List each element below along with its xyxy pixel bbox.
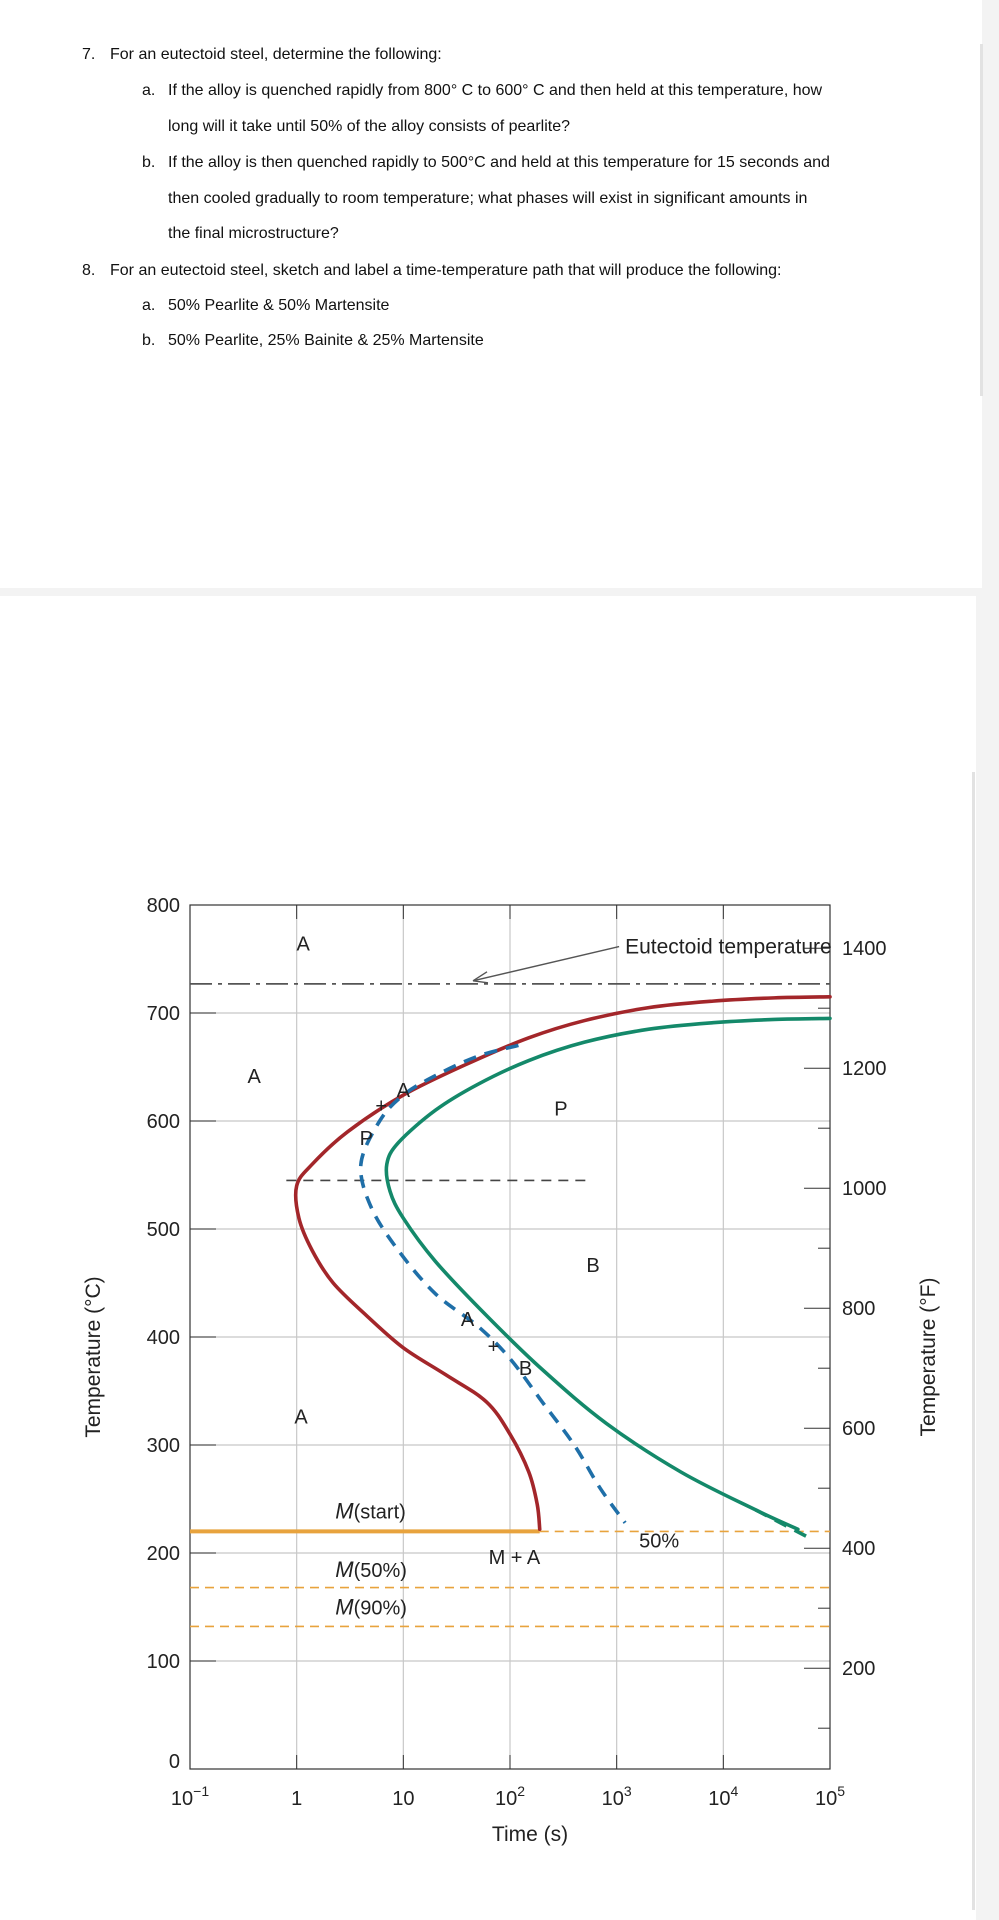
question-7a-line-2: long will it take until 50% of the alloy… bbox=[168, 118, 570, 135]
martensite-symbol: M bbox=[335, 1557, 354, 1582]
curve-start bbox=[293, 995, 832, 1532]
reference-lines bbox=[190, 982, 830, 1628]
question-7b-line-1: b. If the alloy is then quenched rapidly … bbox=[142, 153, 830, 173]
question-7: 7. For an eutectoid steel, determine the … bbox=[82, 45, 442, 65]
question-7-text: For an eutectoid steel, determine the fo… bbox=[110, 46, 442, 63]
question-8a-label: a. bbox=[142, 297, 156, 314]
question-document bbox=[0, 0, 982, 588]
x-tick-exponent: 3 bbox=[624, 1783, 632, 1799]
question-8b-label: b. bbox=[142, 332, 156, 349]
question-7-number: 7. bbox=[82, 46, 96, 63]
y-axis-title: Temperature (°C) bbox=[82, 1276, 105, 1437]
question-7b-text: If the alloy is then quenched rapidly to… bbox=[168, 154, 830, 171]
x-tick-exponent: 2 bbox=[517, 1783, 525, 1799]
eutectoid-arrow-head bbox=[472, 971, 489, 984]
y2-tick-label: 400 bbox=[842, 1538, 875, 1560]
question-8: 8. For an eutectoid steel, sketch and lab… bbox=[82, 261, 781, 281]
region-label: A bbox=[294, 1406, 308, 1428]
x-tick-label: 1 bbox=[291, 1788, 302, 1810]
x-tick-exponent: 4 bbox=[731, 1783, 739, 1799]
y-tick-label: 0 bbox=[169, 1751, 180, 1773]
region-label: P bbox=[554, 1099, 567, 1121]
region-label: A bbox=[296, 933, 310, 955]
y-tick-label: 300 bbox=[147, 1435, 180, 1457]
region-label: M + A bbox=[489, 1547, 541, 1569]
transformation-curves bbox=[293, 995, 832, 1542]
question-7b-line-3: the final microstructure? bbox=[168, 225, 339, 242]
region-label: + bbox=[488, 1336, 500, 1358]
y-tick-label: 200 bbox=[147, 1543, 180, 1565]
y2-tick-label: 800 bbox=[842, 1298, 875, 1320]
region-label: 50% bbox=[639, 1531, 679, 1553]
question-7b-line-2: then cooled gradually to room temperatur… bbox=[168, 190, 808, 207]
y2-tick-label: 1200 bbox=[842, 1058, 887, 1080]
martensite-suffix: (start) bbox=[354, 1501, 406, 1523]
y-tick-label: 600 bbox=[147, 1111, 180, 1133]
document-edge bbox=[972, 772, 975, 1910]
region-label: A bbox=[397, 1080, 411, 1102]
y2-tick-label: 200 bbox=[842, 1658, 875, 1680]
x-tick-label: 103 bbox=[602, 1783, 632, 1810]
y2-axis-title: Temperature (°F) bbox=[917, 1278, 940, 1437]
y2-tick-label: 600 bbox=[842, 1418, 875, 1440]
x-tick-label: 105 bbox=[815, 1783, 845, 1810]
x-tick-exponent: −1 bbox=[193, 1783, 209, 1799]
region-label: B bbox=[519, 1358, 532, 1380]
question-8b: b. 50% Pearlite, 25% Bainite & 25% Marten… bbox=[142, 331, 484, 351]
martensite-suffix: (90%) bbox=[354, 1598, 407, 1620]
question-8-text: For an eutectoid steel, sketch and label… bbox=[110, 262, 782, 279]
eutectoid-leader-line bbox=[472, 945, 620, 982]
region-label: P bbox=[360, 1128, 373, 1150]
question-7a-line-1: a. If the alloy is quenched rapidly from … bbox=[142, 81, 822, 101]
x-tick-label: 10−1 bbox=[171, 1783, 209, 1810]
x-tick-exponent: 5 bbox=[837, 1783, 845, 1799]
region-label: B bbox=[586, 1255, 599, 1277]
region-label: M(start) bbox=[335, 1498, 406, 1523]
y-tick-label: 100 bbox=[147, 1651, 180, 1673]
axes: 10−1 1 10 102 103 104 105 0 100 200 300 400 500 600 70… bbox=[82, 895, 940, 1846]
y2-tick-label: 1000 bbox=[842, 1178, 887, 1200]
martensite-symbol: M bbox=[335, 1498, 354, 1523]
y-tick-label: 700 bbox=[147, 1003, 180, 1025]
chart-document bbox=[0, 596, 976, 1920]
y-tick-label: 500 bbox=[147, 1219, 180, 1241]
question-7a-label: a. bbox=[142, 82, 156, 99]
y-tick-label: 400 bbox=[147, 1327, 180, 1349]
y-tick-label: 800 bbox=[147, 895, 180, 917]
region-label: A bbox=[248, 1066, 262, 1088]
region-label: M(90%) bbox=[335, 1595, 407, 1620]
document-edge bbox=[980, 44, 983, 396]
plot-frame bbox=[189, 904, 831, 1770]
question-8-number: 8. bbox=[82, 262, 96, 279]
grid bbox=[190, 905, 830, 1769]
martensite-symbol: M bbox=[335, 1595, 354, 1620]
question-8a-text: 50% Pearlite & 50% Martensite bbox=[168, 297, 390, 314]
curve-finish-ext bbox=[754, 1508, 815, 1542]
question-7a-text: If the alloy is quenched rapidly from 80… bbox=[168, 82, 823, 99]
eutectoid-temperature-label: Eutectoid temperature bbox=[625, 936, 832, 959]
region-label: + bbox=[375, 1095, 387, 1117]
martensite-suffix: (50%) bbox=[354, 1560, 407, 1582]
region-label: M(50%) bbox=[335, 1557, 407, 1582]
question-8b-text: 50% Pearlite, 25% Bainite & 25% Martensi… bbox=[168, 332, 484, 349]
curve-finish bbox=[384, 1016, 832, 1532]
x-tick-label: 10 bbox=[392, 1788, 414, 1810]
x-tick-label: 102 bbox=[495, 1783, 525, 1810]
x-axis-title: Time (s) bbox=[492, 1823, 568, 1846]
x-tick-label: 104 bbox=[708, 1783, 738, 1810]
region-label: A bbox=[461, 1309, 475, 1331]
curve-fifty bbox=[358, 1043, 627, 1524]
question-8a: a. 50% Pearlite & 50% Martensite bbox=[142, 296, 389, 316]
y2-tick-label: 1400 bbox=[842, 938, 887, 960]
question-7b-label: b. bbox=[142, 154, 156, 171]
